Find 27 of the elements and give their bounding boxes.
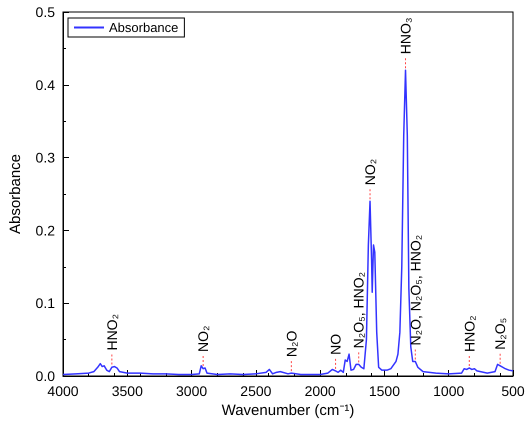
x-tick-label: 1500 [368,383,400,399]
legend-label: Absorbance [109,20,178,35]
x-tick-label: 4000 [47,383,79,399]
y-tick-label: 0.4 [36,76,56,93]
annotation: NO₂ [362,158,378,186]
annotation: N₂O₅, HNO₂ [350,272,367,348]
y-tick-label: 0.1 [36,295,56,312]
x-tick-label: 3500 [112,383,144,399]
x-tick-label: 2000 [304,383,336,399]
y-tick-label: 0.5 [36,4,56,20]
annotation: NO₂ [195,326,212,352]
annotation: HNO₃ [398,17,414,54]
y-tick-label: 0.2 [36,222,56,238]
x-axis-title: Wavenumber (cm⁻¹) [222,402,354,419]
x-tick-label: 500 [501,383,525,399]
x-tick-label: 1000 [433,383,464,399]
annotation: N₂O, N₂O₅, HNO₂ [407,234,424,346]
annotation: N₂O₅ [492,318,508,350]
x-tick-label: 2500 [240,383,272,399]
annotation: N₂O [283,330,300,358]
y-axis-title: Absorbance [7,154,24,234]
annotation: NO [328,334,344,355]
y-tick-label: 0.3 [36,150,56,166]
annotation: HNO₂ [104,314,120,351]
y-tick-label: 0.0 [36,368,56,384]
x-tick-label: 3000 [176,383,208,399]
annotation: HNO₂ [461,315,478,352]
